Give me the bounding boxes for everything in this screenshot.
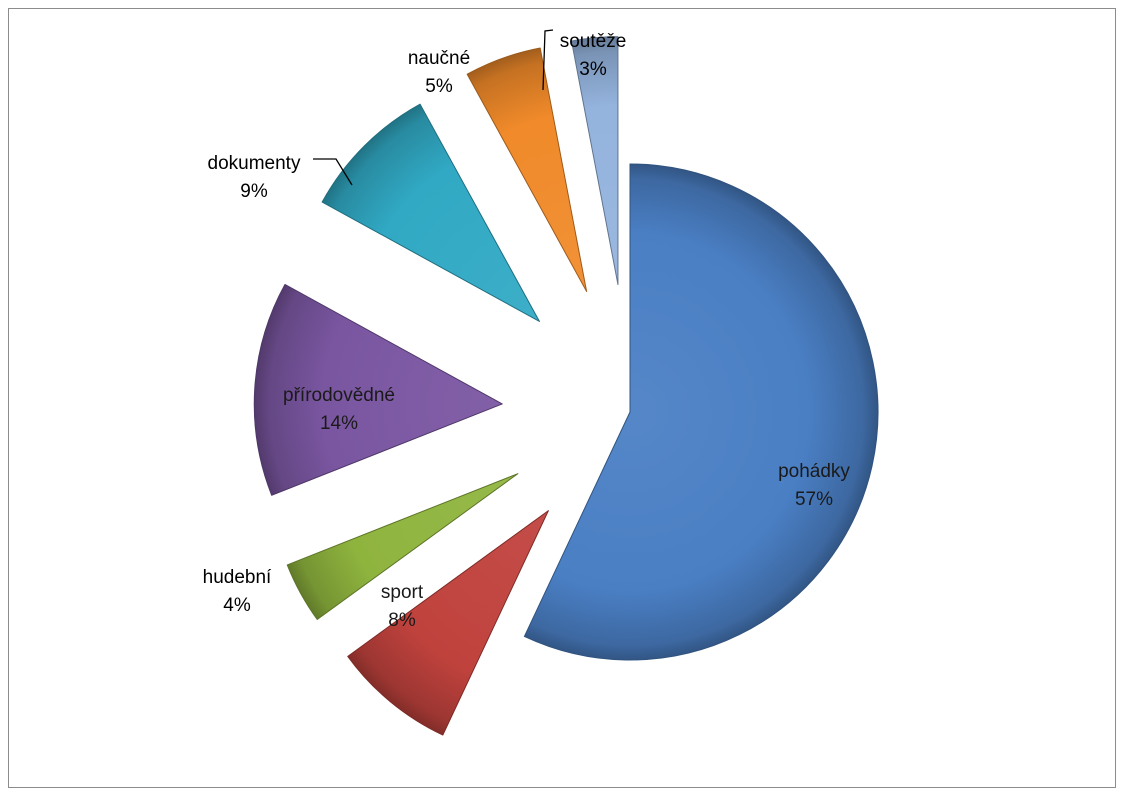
slice-label-pohadky: pohádky 57%	[778, 461, 850, 510]
slice-value-label: 3%	[579, 59, 607, 80]
slice-label-dokumenty: dokumenty 9%	[208, 153, 301, 202]
pie-slice-pohadky	[523, 163, 879, 661]
pie-slice-souteze	[570, 36, 619, 286]
leader-line-dokumenty	[313, 158, 353, 186]
pie-slice-hudebni	[286, 473, 519, 620]
slice-value-label: 57%	[795, 489, 833, 510]
slice-label-naucne: naučné 5%	[408, 48, 470, 97]
pie-slice-dokumenty	[321, 103, 540, 322]
slice-category-label: hudební	[203, 567, 272, 588]
leader-line-souteze	[542, 29, 554, 91]
pie-slice-sport	[347, 510, 549, 736]
slice-value-label: 5%	[425, 76, 453, 97]
slice-value-label: 14%	[320, 413, 358, 434]
slice-category-label: dokumenty	[208, 153, 301, 174]
chart-frame	[8, 8, 1116, 788]
slice-category-label: sport	[381, 582, 424, 603]
slice-category-label: přírodovědné	[283, 385, 395, 406]
pie-slice-prirodovedne	[253, 283, 503, 496]
pie-slice-naucne	[466, 47, 588, 293]
slice-category-label: naučné	[408, 48, 470, 69]
slice-value-label: 8%	[388, 610, 416, 631]
slice-category-label: pohádky	[778, 461, 850, 482]
slice-value-label: 4%	[223, 595, 251, 616]
slice-value-label: 9%	[240, 181, 268, 202]
slice-label-souteze: soutěže 3%	[560, 31, 627, 80]
slice-label-hudebni: hudební 4%	[203, 567, 272, 616]
slice-label-sport: sport 8%	[381, 582, 424, 631]
slice-label-prirodovedne: přírodovědné 14%	[283, 385, 395, 434]
slice-category-label: soutěže	[560, 31, 627, 52]
